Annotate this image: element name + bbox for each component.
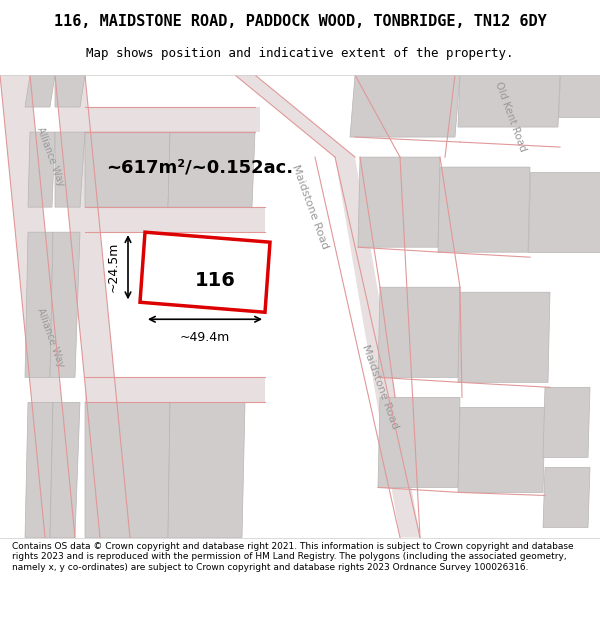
Polygon shape — [528, 172, 600, 252]
Text: Map shows position and indicative extent of the property.: Map shows position and indicative extent… — [86, 48, 514, 61]
Polygon shape — [0, 75, 75, 538]
Polygon shape — [85, 378, 265, 402]
Text: ~24.5m: ~24.5m — [107, 242, 120, 292]
Polygon shape — [85, 402, 170, 538]
Polygon shape — [358, 157, 440, 247]
Text: Old Kent Road: Old Kent Road — [493, 81, 527, 153]
Polygon shape — [50, 232, 80, 378]
Polygon shape — [168, 402, 245, 538]
Text: 116: 116 — [194, 271, 235, 290]
Text: Maidstone Road: Maidstone Road — [360, 344, 400, 431]
Polygon shape — [558, 75, 600, 117]
Text: Alliance Way: Alliance Way — [35, 306, 65, 368]
Text: 116, MAIDSTONE ROAD, PADDOCK WOOD, TONBRIDGE, TN12 6DY: 116, MAIDSTONE ROAD, PADDOCK WOOD, TONBR… — [53, 14, 547, 29]
Polygon shape — [25, 232, 53, 378]
Polygon shape — [85, 132, 170, 207]
Polygon shape — [458, 75, 560, 127]
Polygon shape — [85, 107, 260, 132]
Polygon shape — [543, 388, 590, 458]
Polygon shape — [50, 402, 80, 538]
Text: Contains OS data © Crown copyright and database right 2021. This information is : Contains OS data © Crown copyright and d… — [12, 542, 574, 572]
Polygon shape — [458, 292, 550, 382]
Polygon shape — [55, 75, 130, 538]
Polygon shape — [378, 398, 460, 488]
Text: Alliance Way: Alliance Way — [35, 126, 65, 188]
Text: Maidstone Road: Maidstone Road — [290, 164, 330, 251]
Polygon shape — [55, 132, 85, 207]
Polygon shape — [28, 132, 55, 207]
Polygon shape — [543, 468, 590, 528]
Polygon shape — [438, 167, 530, 252]
Polygon shape — [458, 408, 545, 492]
Polygon shape — [85, 207, 265, 232]
Polygon shape — [235, 75, 420, 538]
Polygon shape — [25, 75, 55, 107]
Text: ~49.4m: ~49.4m — [180, 331, 230, 344]
Polygon shape — [55, 75, 85, 107]
Polygon shape — [350, 75, 460, 137]
Text: ~617m²/~0.152ac.: ~617m²/~0.152ac. — [106, 158, 293, 176]
Polygon shape — [25, 402, 53, 538]
Polygon shape — [168, 132, 255, 207]
Polygon shape — [378, 288, 460, 378]
